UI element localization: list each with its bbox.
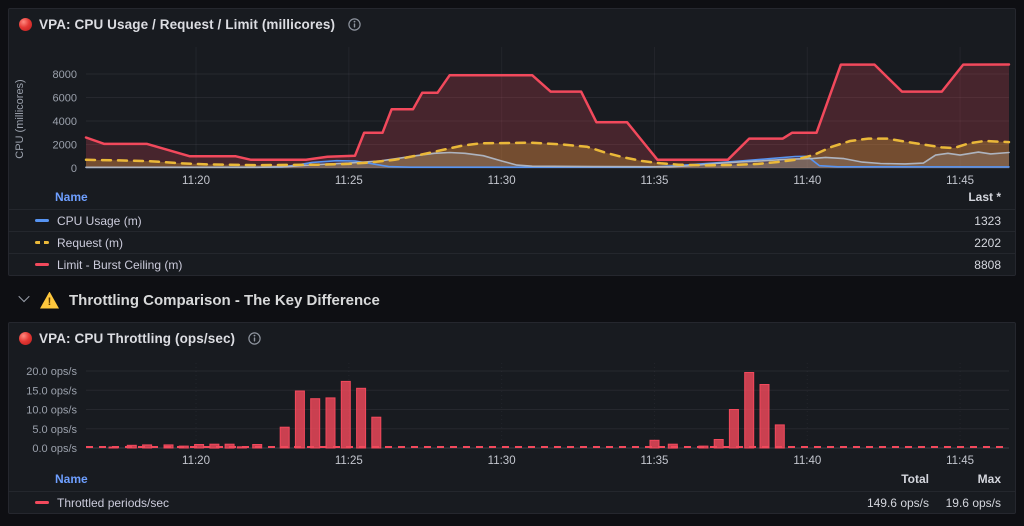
red-circle-icon: [19, 331, 32, 345]
section-title[interactable]: Throttling Comparison - The Key Differen…: [69, 291, 380, 309]
svg-text:11:30: 11:30: [488, 455, 516, 467]
svg-text:11:40: 11:40: [793, 175, 821, 187]
legend-value-max: 19.6 ops/s: [945, 495, 1001, 510]
legend-row: Limit - Burst Ceiling (m) 8808: [9, 253, 1015, 275]
svg-text:11:45: 11:45: [946, 175, 974, 187]
legend-row: Request (m) 2202: [9, 231, 1015, 253]
series-color-swatch: [35, 501, 49, 504]
cpu-usage-chart[interactable]: 0 2000 4000 6000 8000 11:20 11:25 11:30 11:35 11:…: [9, 39, 1017, 191]
panel-cpu-usage-request-limit: VPA: CPU Usage / Request / Limit (millic…: [8, 8, 1016, 276]
legend-header-name[interactable]: Name: [55, 190, 88, 204]
svg-text:11:20: 11:20: [182, 175, 210, 187]
svg-text:11:25: 11:25: [335, 455, 363, 467]
series-label[interactable]: Limit - Burst Ceiling (m): [57, 257, 183, 272]
svg-text:0: 0: [71, 163, 77, 175]
series-label[interactable]: Request (m): [57, 235, 124, 250]
legend-value-last: 8808: [974, 257, 1001, 272]
svg-text:15.0 ops/s: 15.0 ops/s: [26, 385, 77, 397]
panel-cpu-throttling: VPA: CPU Throttling (ops/sec) 0.0 ops/s 5…: [8, 322, 1016, 514]
legend-header-max[interactable]: Max: [977, 472, 1001, 486]
series-color-swatch: [35, 241, 49, 244]
series-label[interactable]: Throttled periods/sec: [57, 495, 170, 510]
panel-cpu-header: VPA: CPU Usage / Request / Limit (millic…: [9, 9, 1015, 39]
svg-text:11:25: 11:25: [335, 175, 363, 187]
panel-throttle-title[interactable]: VPA: CPU Throttling (ops/sec): [39, 330, 236, 346]
svg-text:11:45: 11:45: [946, 455, 974, 467]
legend-header-total[interactable]: Total: [901, 472, 929, 486]
legend-header-last[interactable]: Last *: [968, 190, 1001, 204]
svg-text:4000: 4000: [53, 116, 77, 128]
svg-text:0.0 ops/s: 0.0 ops/s: [32, 443, 77, 455]
svg-text:11:20: 11:20: [182, 455, 210, 467]
throttle-legend-table: Name Total Max Throttled periods/sec 149.…: [9, 467, 1015, 513]
svg-text:2000: 2000: [53, 140, 77, 152]
throttle-legend-header: Name Total Max: [9, 467, 1015, 491]
svg-text:5.0 ops/s: 5.0 ops/s: [32, 424, 77, 436]
svg-text:20.0 ops/s: 20.0 ops/s: [26, 366, 77, 378]
svg-text:CPU (millicores): CPU (millicores): [14, 79, 26, 158]
svg-text:6000: 6000: [53, 93, 77, 105]
legend-header-name[interactable]: Name: [55, 472, 88, 486]
series-label[interactable]: CPU Usage (m): [57, 213, 142, 228]
svg-text:11:35: 11:35: [641, 455, 669, 467]
red-circle-icon: [19, 17, 32, 31]
legend-value-total: 149.6 ops/s: [866, 495, 929, 510]
row-throttling-comparison[interactable]: Throttling Comparison - The Key Differen…: [8, 285, 380, 315]
panel-cpu-title[interactable]: VPA: CPU Usage / Request / Limit (millic…: [39, 16, 336, 32]
series-color-swatch: [35, 219, 49, 222]
legend-row: CPU Usage (m) 1323: [9, 209, 1015, 231]
svg-text:10.0 ops/s: 10.0 ops/s: [26, 405, 77, 417]
legend-value-last: 2202: [974, 235, 1001, 250]
info-icon[interactable]: [348, 17, 361, 31]
panel-throttle-header: VPA: CPU Throttling (ops/sec): [9, 323, 1015, 353]
svg-text:11:30: 11:30: [488, 175, 516, 187]
legend-row: Throttled periods/sec 149.6 ops/s 19.6 ops…: [9, 491, 1015, 513]
chevron-down-icon[interactable]: [18, 290, 30, 303]
cpu-throttling-chart[interactable]: 0.0 ops/s 5.0 ops/s 10.0 ops/s 15.0 ops/s 20…: [9, 353, 1017, 471]
warning-triangle-icon: [40, 291, 59, 309]
svg-text:8000: 8000: [53, 69, 77, 81]
svg-text:11:40: 11:40: [793, 455, 821, 467]
svg-text:11:35: 11:35: [641, 175, 669, 187]
series-color-swatch: [35, 263, 49, 266]
cpu-legend-table: Name Last * CPU Usage (m) 1323 Request (m)…: [9, 185, 1015, 275]
info-icon[interactable]: [248, 331, 261, 345]
legend-value-last: 1323: [974, 213, 1001, 228]
cpu-legend-header: Name Last *: [9, 185, 1015, 209]
